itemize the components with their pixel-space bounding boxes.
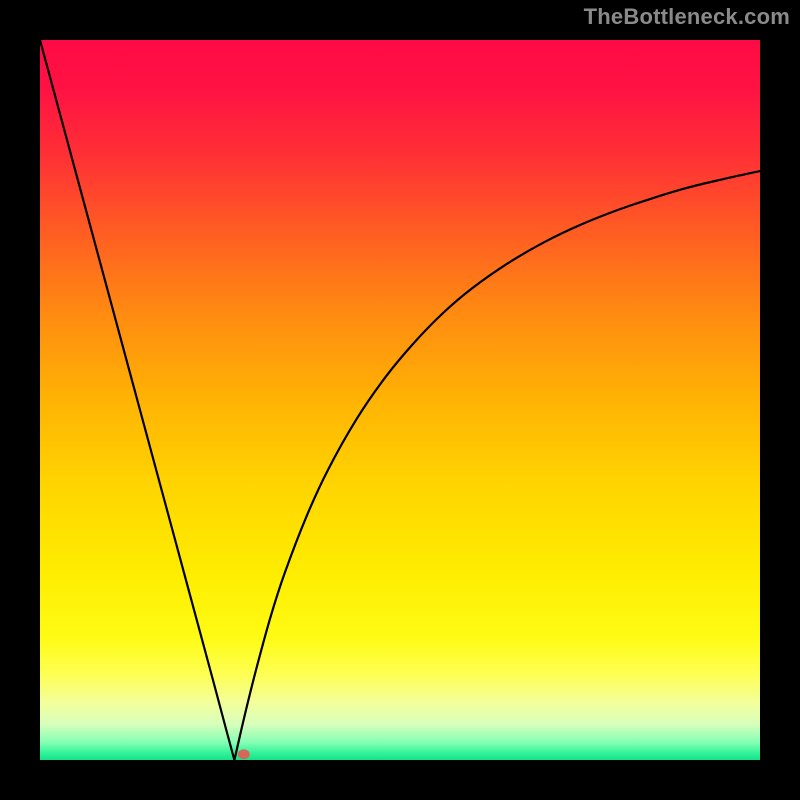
chart-svg [40,40,760,760]
chart-background [40,40,760,760]
watermark-text: TheBottleneck.com [584,4,790,30]
notch-marker [238,749,250,759]
plot-area [40,40,760,760]
chart-frame: TheBottleneck.com [0,0,800,800]
